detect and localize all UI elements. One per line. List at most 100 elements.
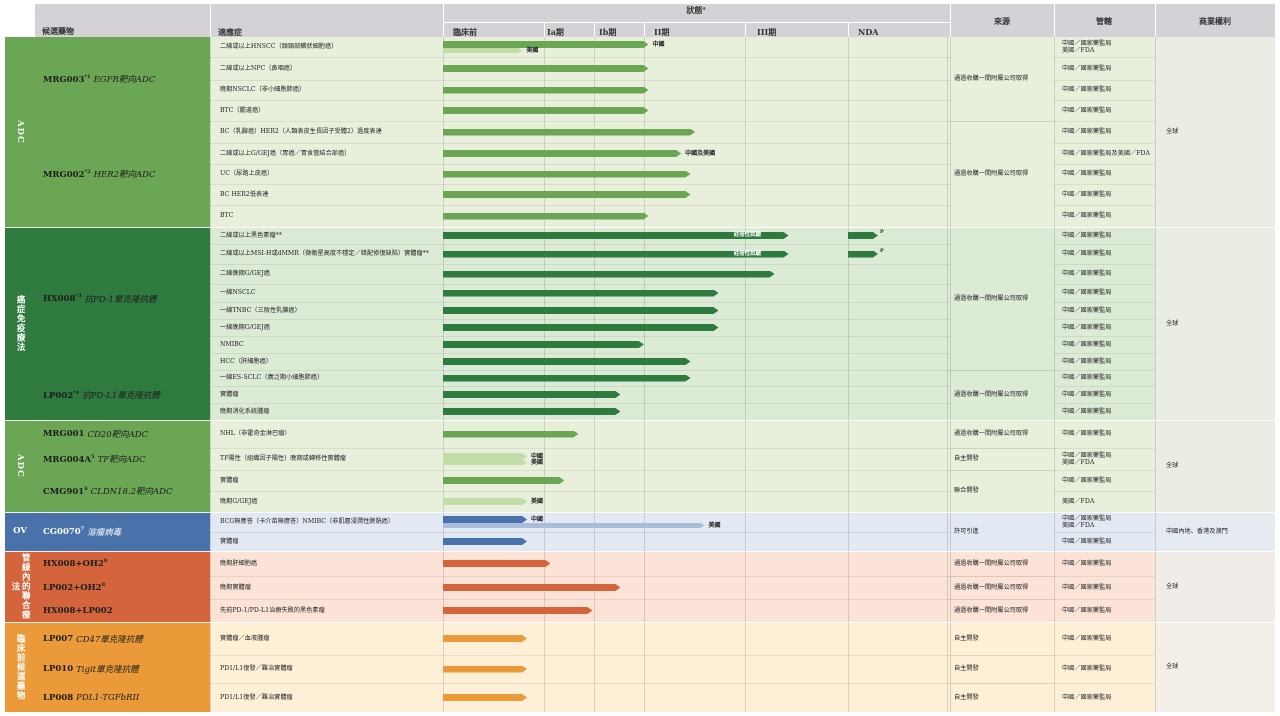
progress-bar: [443, 213, 648, 220]
source-cell: 通過收購一間附屬公司取得: [954, 294, 1029, 302]
row-divider: [210, 244, 950, 245]
drug-name: LP002+OH28: [35, 576, 210, 599]
indication-label: 晚期肝細胞癌: [220, 559, 258, 567]
row-divider: [1054, 386, 1155, 387]
bar-label: 中國: [531, 453, 544, 460]
category-band: [210, 622, 1155, 712]
drug-target: 抗PD-L1單克隆抗體: [82, 391, 160, 401]
source-divider: [950, 655, 1054, 656]
phase-gridline: [947, 37, 948, 712]
jurisdiction-cell: 中國／國家藥監局: [1062, 170, 1112, 178]
progress-bar: [443, 408, 620, 415]
category-divider: [5, 420, 1275, 421]
row-divider: [210, 403, 950, 404]
row-divider: [1054, 491, 1155, 492]
indication-label: 晚期消化系統腫瘤: [220, 407, 270, 415]
row-divider: [1054, 164, 1155, 165]
drug-name: LP002*4 抗PD-L1單克隆抗體: [35, 370, 210, 420]
row-divider: [210, 57, 950, 58]
progress-bar: [443, 87, 648, 94]
source-cell: 通過收購一間附屬公司取得: [954, 583, 1029, 591]
phase-gridline: [848, 37, 849, 712]
category-label: 管線內的聯合療法: [5, 551, 35, 622]
rights-cell: 全球: [1166, 582, 1179, 590]
indication-label: PD1/L1復發／難治實體瘤: [220, 665, 293, 673]
row-divider: [1054, 599, 1155, 600]
rights-cell: 全球: [1166, 128, 1179, 136]
rights-band: [1155, 227, 1275, 420]
progress-bar: [443, 191, 691, 198]
bar-label: 美國: [531, 498, 544, 505]
row-divider: [1054, 403, 1155, 404]
category-divider: [5, 551, 1275, 552]
source-cell: 通過收購一間附屬公司取得: [954, 559, 1029, 567]
row-divider: [1054, 57, 1155, 58]
row-divider: [210, 353, 950, 354]
row-divider: [210, 470, 950, 471]
category-band: [210, 227, 1155, 420]
jurisdiction-cell: 中國／國家藥監局: [1062, 390, 1112, 398]
progress-bar: [443, 635, 527, 642]
bar-label: 中國: [531, 516, 544, 523]
row-divider: [1054, 244, 1155, 245]
category-label: 癌症免疫療法: [5, 227, 35, 420]
row-divider: [210, 576, 950, 577]
progress-bar: [443, 341, 644, 348]
progress-bar: [443, 560, 550, 567]
row-divider: [210, 599, 950, 600]
source-divider: [950, 599, 1054, 600]
header-phase-divider: [848, 22, 849, 37]
drug-name: LP008 PDL1-TGFbRII: [35, 683, 210, 712]
source-divider: [950, 683, 1054, 684]
header-phase-iii: III期: [757, 27, 777, 37]
source-cell: 聯合開發: [954, 487, 979, 495]
bar-label: 美國: [708, 522, 721, 529]
source-divider: [950, 470, 1054, 471]
row-divider: [1054, 184, 1155, 185]
row-divider: [210, 448, 950, 449]
progress-bar: [443, 271, 775, 278]
jurisdiction-cell: 中國／國家藥監局: [1062, 250, 1112, 258]
drug-target: CD20靶向ADC: [87, 430, 149, 440]
jurisdiction-cell: 中國／國家藥監局 美國／FDA: [1062, 451, 1112, 466]
drug-name: MRG001 CD20靶向ADC: [35, 420, 210, 448]
drug-target: HER2靶向ADC: [93, 170, 156, 180]
header-phase-divider: [594, 22, 595, 37]
row-divider: [210, 121, 950, 122]
progress-bar: [443, 584, 620, 591]
row-divider: [210, 386, 950, 387]
rights-band: [1155, 37, 1275, 227]
jurisdiction-cell: 中國／國家藥監局: [1062, 270, 1112, 278]
category-divider: [5, 512, 1275, 513]
row-divider: [1054, 370, 1155, 371]
indication-label: 二線或以上黑色素瘤**: [220, 231, 282, 239]
indication-label: 一線晚期G/GEJ癌: [220, 323, 270, 331]
row-divider: [210, 302, 950, 303]
header-jurisdiction: 管轄: [1096, 16, 1112, 26]
phase-gridline: [950, 37, 951, 712]
header-column-divider: [210, 4, 211, 37]
jurisdiction-cell: 中國／國家藥監局: [1062, 693, 1112, 701]
indication-label: PD1/L1復發／難治實體瘤: [220, 693, 293, 701]
jurisdiction-cell: 中國／國家藥監局: [1062, 128, 1112, 136]
source-cell: 通過收購一間附屬公司取得: [954, 430, 1029, 438]
drug-name: HX008+LP002: [35, 599, 210, 622]
source-cell: 自主開發: [954, 455, 979, 463]
indication-label: 二線或以上NPC（鼻咽癌）: [220, 64, 297, 72]
progress-bar: [443, 324, 719, 331]
indication-label: UC（尿路上皮癌）: [220, 170, 274, 178]
drug-target: EGFR靶向ADC: [93, 75, 156, 85]
source-cell: 自主開發: [954, 693, 979, 701]
drug-name: LP010 Tigit單克隆抗體: [35, 655, 210, 683]
drug-target: PDL1-TGFbRII: [76, 692, 140, 703]
progress-bar: [443, 150, 681, 157]
indication-label: 二線或以上HNSCC（頭頸部鱗狀細胞癌）: [220, 43, 338, 51]
jurisdiction-cell: 中國／國家藥監局: [1062, 476, 1112, 484]
progress-bar: [443, 538, 527, 545]
jurisdiction-cell: 中國／國家藥監局: [1062, 289, 1112, 297]
source-divider: [950, 121, 1054, 122]
column-divider: [210, 37, 211, 712]
indication-label: TF陽性（組織因子陽性）晚期或轉移性實體瘤: [220, 455, 346, 463]
header-background: [35, 4, 1275, 37]
source-divider: [950, 448, 1054, 449]
